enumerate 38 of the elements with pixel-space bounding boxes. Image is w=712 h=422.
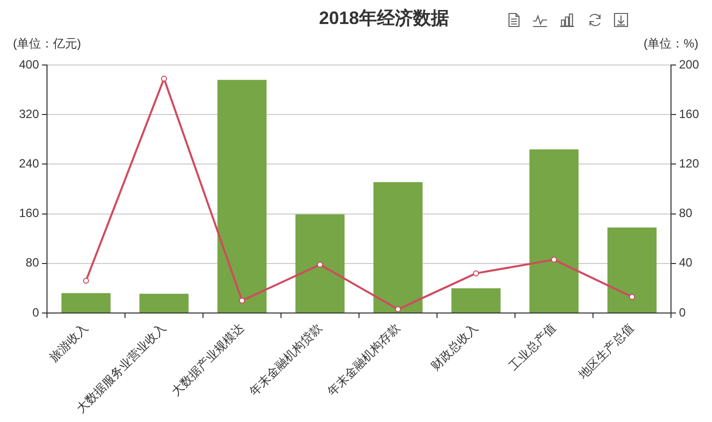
- point: [83, 278, 89, 284]
- y-tick-label: 80: [26, 256, 40, 270]
- point: [629, 294, 635, 300]
- point: [473, 270, 479, 276]
- y2-tick-label: 80: [679, 206, 693, 220]
- x-tick-label: 工业总产值: [506, 320, 558, 373]
- y-tick-label: 240: [18, 156, 40, 171]
- y2-axis-title: (单位：%): [644, 36, 698, 50]
- x-tick-label: 地区生产总值: [574, 320, 636, 382]
- bar: [61, 293, 111, 312]
- point: [161, 76, 167, 82]
- y-tick-label: 0: [32, 305, 40, 320]
- y-tick-label: 160: [18, 206, 40, 220]
- y-axis-title: (单位：亿元): [13, 36, 81, 50]
- bar: [217, 80, 267, 312]
- y-tick-label: 400: [18, 57, 40, 72]
- x-tick-label: 旅游收入: [46, 320, 90, 364]
- x-tick-label: 年末金融机构存款: [324, 320, 402, 398]
- point: [395, 306, 401, 312]
- point: [317, 262, 323, 268]
- y2-tick-label: 120: [679, 156, 700, 171]
- x-tick-label: 大数据产业规模达: [168, 320, 246, 398]
- bar: [607, 227, 657, 312]
- x-tick-label: 年末金融机构贷款: [246, 320, 324, 398]
- chart-title: 2018年经济数据: [318, 8, 450, 28]
- bar: [451, 288, 501, 312]
- point: [239, 298, 245, 304]
- y2-tick-label: 0: [679, 305, 686, 320]
- x-tick-label: 财政总收入: [428, 320, 480, 373]
- point: [551, 256, 557, 263]
- bar: [373, 182, 423, 312]
- bar: [139, 294, 189, 312]
- y2-tick-label: 160: [679, 106, 700, 121]
- y2-tick-label: 40: [679, 256, 693, 270]
- bar: [295, 214, 345, 312]
- y-tick-label: 320: [18, 106, 40, 121]
- bar: [529, 149, 579, 312]
- y2-tick-label: 200: [679, 57, 700, 72]
